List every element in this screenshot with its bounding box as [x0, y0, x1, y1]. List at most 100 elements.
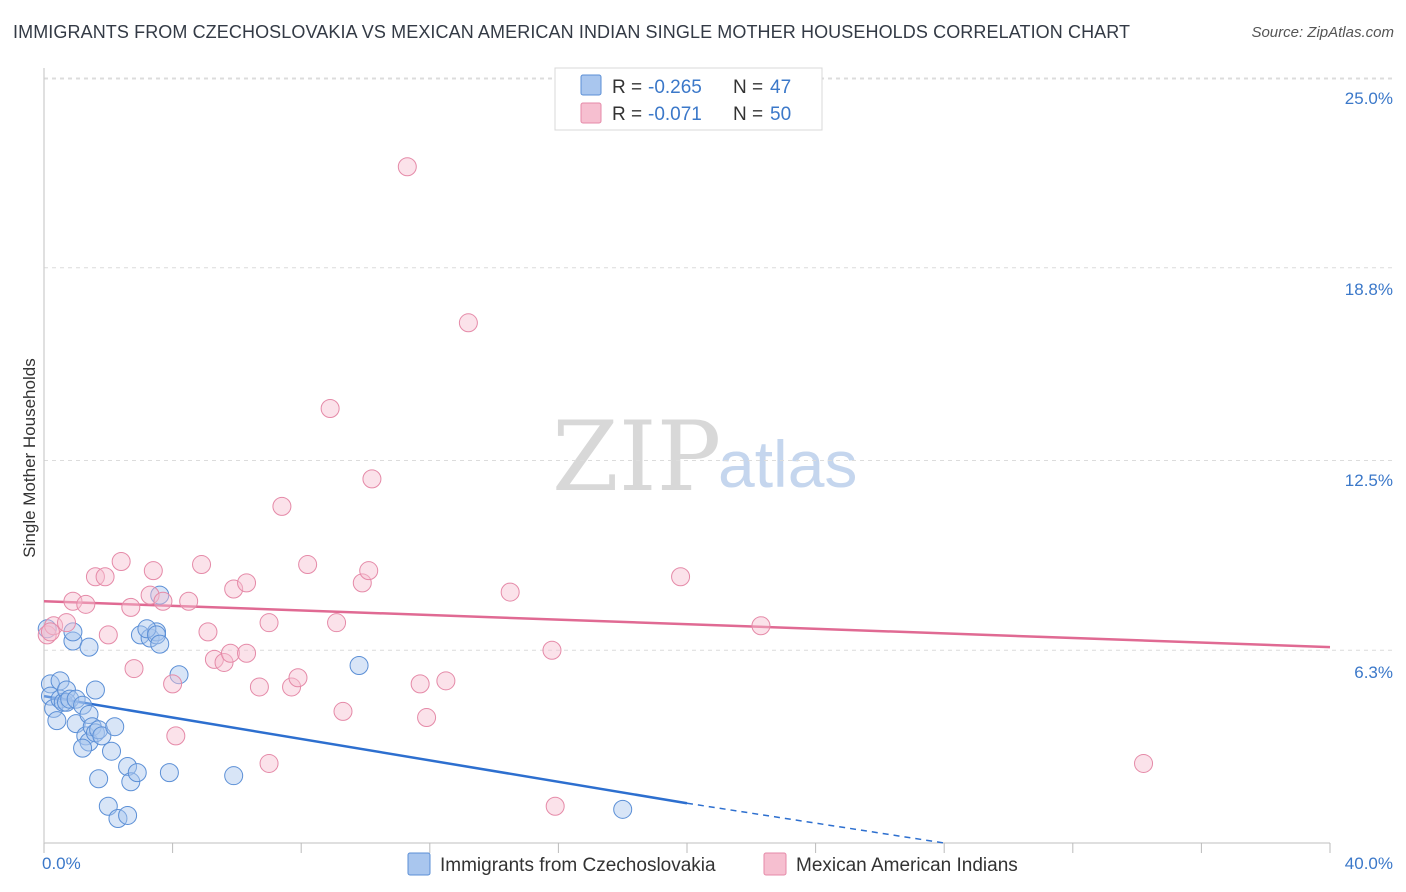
pink-data-point — [333, 701, 353, 721]
pink-data-point — [237, 573, 257, 593]
legend-r-label: R = — [612, 77, 642, 98]
pink-data-point — [179, 591, 199, 611]
blue-data-point — [349, 656, 369, 676]
pink-data-point — [1134, 753, 1154, 773]
blue-data-point — [47, 711, 67, 731]
watermark-atlas: atlas — [718, 427, 857, 501]
pink-data-point — [37, 625, 57, 645]
pink-data-point — [417, 708, 437, 728]
pink-data-point — [166, 726, 186, 746]
pink-data-point — [237, 643, 257, 663]
axes — [43, 68, 1331, 853]
series-legend-label-pink[interactable]: Mexican American Indians — [796, 855, 1018, 876]
blue-data-point — [613, 799, 633, 819]
pink-data-point — [362, 469, 382, 489]
blue-data-point — [105, 717, 125, 737]
blue-data-point — [92, 726, 112, 746]
series-legend-swatch-blue[interactable] — [407, 852, 431, 876]
pink-data-point — [57, 613, 77, 633]
blue-data-point — [121, 772, 141, 792]
blue-data-point — [89, 720, 109, 740]
pink-data-point — [163, 674, 183, 694]
pink-data-point — [192, 555, 212, 575]
pink-data-point — [259, 613, 279, 633]
pink-data-point — [542, 640, 562, 660]
series-legend-label-blue[interactable]: Immigrants from Czechoslovakia — [440, 855, 716, 876]
y-tick-label: 18.8% — [1345, 280, 1393, 299]
blue-data-point — [150, 585, 170, 605]
pink-data-point — [198, 622, 218, 642]
pink-data-point — [272, 496, 292, 516]
pink-data-point — [121, 597, 141, 617]
legend-r-value-blue: -0.265 — [648, 77, 702, 98]
blue-data-point — [118, 757, 138, 776]
y-tick-label: 25.0% — [1345, 89, 1393, 108]
blue-data-point — [73, 695, 93, 715]
blue-data-point — [224, 766, 244, 786]
pink-data-point — [85, 567, 105, 587]
pink-data-point — [76, 594, 96, 614]
pink-data-point — [153, 591, 173, 611]
pink-data-point — [259, 753, 279, 773]
blue-data-point — [137, 619, 157, 639]
blue-trend-extension — [686, 802, 945, 844]
legend-r-value-pink: -0.071 — [648, 104, 702, 125]
legend-swatch-pink — [580, 102, 602, 124]
pink-data-point — [320, 398, 340, 418]
correlation-legend: R = -0.265 N = 47 R = -0.071 N = 50 — [554, 67, 823, 131]
pink-data-point — [95, 567, 115, 587]
y-axis-label: Single Mother Households — [20, 358, 39, 557]
scatter-points — [37, 157, 1154, 829]
legend-r-label: R = — [612, 104, 642, 125]
legend-n-value-blue: 47 — [770, 77, 791, 98]
blue-data-point — [79, 637, 99, 657]
pink-data-point — [63, 591, 83, 611]
pink-trend-line — [43, 600, 1331, 649]
legend-n-label: N = — [733, 77, 763, 98]
blue-data-point — [73, 738, 93, 758]
blue-data-point — [85, 680, 105, 700]
pink-data-point — [44, 616, 64, 636]
blue-data-point — [79, 704, 99, 724]
blue-data-point — [102, 741, 122, 761]
source-label: Source: ZipAtlas.com — [1251, 24, 1394, 41]
legend-n-label: N = — [733, 104, 763, 125]
pink-data-point — [282, 677, 302, 697]
pink-data-point — [214, 652, 234, 672]
series-legend: Immigrants from Czechoslovakia Mexican A… — [407, 852, 1018, 876]
blue-data-point — [169, 665, 189, 685]
pink-data-point — [327, 613, 347, 633]
pink-data-point — [352, 573, 372, 593]
pink-data-point — [359, 561, 379, 581]
chart-title: IMMIGRANTS FROM CZECHOSLOVAKIA VS MEXICA… — [13, 22, 1131, 42]
trend-lines — [43, 600, 1331, 844]
blue-data-point — [63, 622, 83, 642]
blue-trend-line — [43, 694, 688, 805]
y-tick-label: 6.3% — [1354, 663, 1393, 682]
pink-data-point — [124, 659, 144, 679]
grid — [44, 77, 1393, 651]
pink-data-point — [98, 625, 118, 645]
blue-data-point — [150, 634, 170, 654]
blue-data-point — [159, 763, 179, 783]
pink-data-point — [288, 668, 308, 688]
pink-data-point — [111, 551, 131, 571]
pink-data-point — [436, 671, 456, 691]
legend-swatch-blue — [580, 74, 602, 96]
pink-data-point — [500, 582, 520, 602]
blue-data-point — [89, 769, 109, 789]
pink-data-point — [671, 567, 691, 587]
legend-n-value-pink: 50 — [770, 104, 791, 125]
pink-data-point — [397, 157, 417, 177]
pink-data-point — [220, 643, 240, 663]
watermark-zip: ZIP — [552, 401, 721, 513]
series-legend-swatch-pink[interactable] — [763, 852, 787, 876]
x-tick-max: 40.0% — [1345, 854, 1393, 873]
pink-data-point — [298, 555, 318, 575]
y-tick-label: 12.5% — [1345, 471, 1393, 490]
pink-data-point — [751, 616, 771, 636]
pink-data-point — [545, 796, 565, 816]
x-tick-min: 0.0% — [42, 854, 81, 873]
blue-data-point — [118, 805, 138, 825]
